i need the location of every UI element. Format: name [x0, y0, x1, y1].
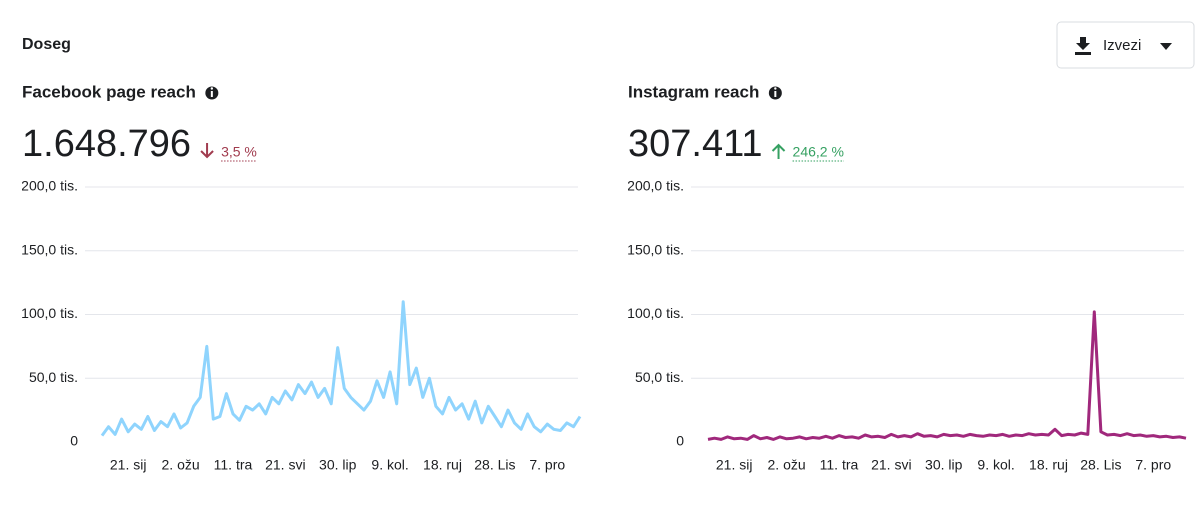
chart-title: Instagram reach: [628, 82, 759, 101]
x-tick-label: 7. pro: [529, 457, 565, 473]
info-icon-mark: [774, 91, 777, 97]
chart: Instagram reach 307.411 246,2 % 0 50,0 tis. 1…: [627, 82, 1187, 473]
x-tick-label: 11. tra: [820, 457, 859, 473]
y-tick-label: 200,0 tis.: [21, 178, 78, 194]
info-icon-dot: [210, 87, 214, 90]
x-tick-label: 7. pro: [1135, 457, 1171, 473]
y-tick-label: 200,0 tis.: [627, 178, 684, 194]
change-value: 3,5 %: [221, 144, 257, 160]
y-tick-label: 150,0 tis.: [21, 241, 78, 257]
x-tick-label: 21. sij: [110, 457, 147, 473]
reach-line: [707, 310, 1187, 441]
x-tick-label: 21. svi: [265, 457, 305, 473]
total-value: 307.411: [628, 123, 763, 165]
x-tick-label: 2. ožu: [768, 457, 806, 473]
trend-arrow: [200, 143, 214, 159]
x-tick-label: 21. sij: [716, 457, 753, 473]
y-tick-label: 100,0 tis.: [627, 305, 684, 321]
x-tick-label: 30. lip: [319, 457, 357, 473]
info-icon-dot: [774, 87, 777, 90]
y-tick-label: 50,0 tis.: [635, 369, 684, 385]
y-tick-label: 0: [70, 433, 78, 449]
x-tick-label: 30. lip: [925, 457, 963, 473]
export-button[interactable]: Izvezi: [1056, 21, 1195, 69]
x-tick-label: 21. svi: [871, 457, 911, 473]
change-value: 246,2 %: [793, 144, 844, 160]
y-tick-label: 150,0 tis.: [627, 241, 684, 257]
button-label[interactable]: Izvezi: [1103, 37, 1141, 54]
x-tick-label: 11. tra: [214, 457, 253, 473]
x-tick-label: 28. Lis: [1080, 457, 1121, 473]
y-tick-label: 100,0 tis.: [21, 305, 78, 321]
section-title: Doseg: [22, 36, 71, 53]
button-frame[interactable]: [1056, 21, 1195, 69]
total-value: 1.648.796: [22, 123, 191, 165]
x-tick-label: 9. kol.: [977, 457, 1014, 473]
y-tick-label: 50,0 tis.: [29, 369, 78, 385]
x-tick-label: 9. kol.: [371, 457, 408, 473]
chart-title: Facebook page reach: [22, 82, 196, 101]
y-tick-label: 0: [676, 433, 684, 449]
x-tick-label: 18. ruj: [423, 457, 462, 473]
dropdown-caret[interactable]: [1160, 43, 1172, 50]
download-icon[interactable]: [1075, 37, 1091, 55]
x-tick-label: 28. Lis: [474, 457, 515, 473]
x-tick-label: 18. ruj: [1029, 457, 1068, 473]
x-tick-label: 2. ožu: [162, 457, 200, 473]
reach-line: [100, 300, 582, 437]
chart: Facebook page reach 1.648.796 3,5 % 0 50,0 t…: [21, 82, 582, 473]
info-icon-mark: [210, 91, 213, 97]
trend-arrow: [771, 143, 786, 159]
